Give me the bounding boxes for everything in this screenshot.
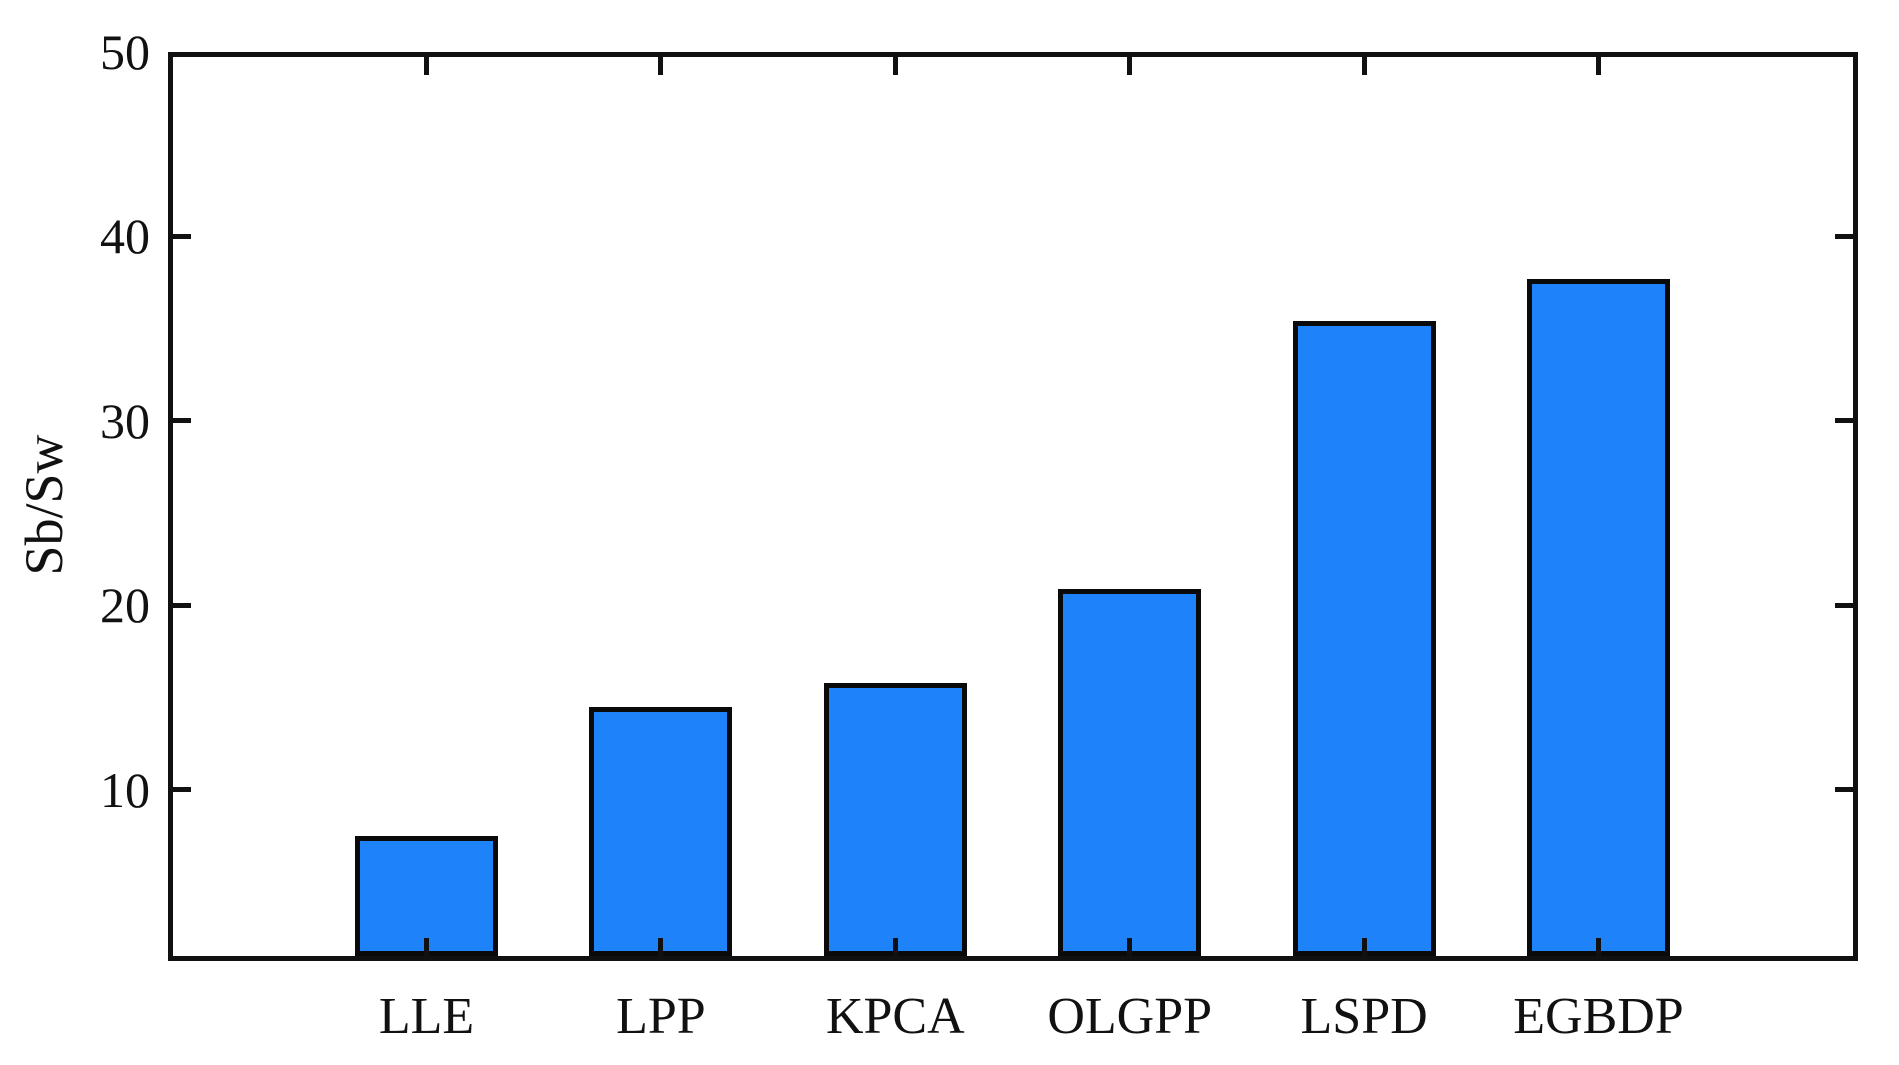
y-tick-mark-left <box>173 418 191 424</box>
y-tick-mark-right <box>1835 233 1853 239</box>
x-tick-mark-top <box>892 57 898 75</box>
y-tick-mark-left <box>173 602 191 608</box>
y-axis-label: Sb/Sw <box>14 434 74 576</box>
x-category-label-olgpp: OLGPP <box>1047 988 1213 1045</box>
x-tick-mark-bottom <box>1361 938 1367 956</box>
x-tick-mark-top <box>424 57 429 75</box>
bar-olgpp <box>1058 589 1202 956</box>
x-tick-mark-top <box>1361 57 1367 75</box>
bar-egbdp <box>1527 279 1670 956</box>
x-tick-mark-top <box>658 57 664 75</box>
x-tick-mark-bottom <box>1596 938 1601 956</box>
x-category-label-lpp: LPP <box>616 988 706 1045</box>
y-tick-mark-left <box>173 787 191 793</box>
y-tick-label-10: 10 <box>100 761 150 818</box>
bar-lspd <box>1292 321 1436 956</box>
x-tick-mark-bottom <box>424 938 429 956</box>
bar-lle <box>355 836 498 956</box>
y-tick-label-50: 50 <box>100 23 150 80</box>
x-category-label-kpca: KPCA <box>825 988 965 1045</box>
y-tick-mark-right <box>1835 418 1853 424</box>
x-tick-mark-bottom <box>892 938 898 956</box>
y-tick-mark-right <box>1835 602 1853 608</box>
plot-area <box>168 52 1858 961</box>
bar-lpp <box>589 707 733 956</box>
y-tick-mark-right <box>1835 787 1853 793</box>
x-category-label-lspd: LSPD <box>1300 988 1428 1045</box>
bar-kpca <box>823 683 967 956</box>
x-category-label-lle: LLE <box>378 988 475 1045</box>
x-tick-mark-bottom <box>1127 938 1133 956</box>
x-tick-mark-bottom <box>658 938 664 956</box>
y-tick-mark-left <box>173 233 191 239</box>
y-tick-label-20: 20 <box>100 577 150 634</box>
x-category-label-egbdp: EGBDP <box>1513 988 1684 1045</box>
x-tick-mark-top <box>1596 57 1601 75</box>
y-tick-label-40: 40 <box>100 208 150 265</box>
y-tick-label-30: 30 <box>100 392 150 449</box>
x-tick-mark-top <box>1127 57 1133 75</box>
